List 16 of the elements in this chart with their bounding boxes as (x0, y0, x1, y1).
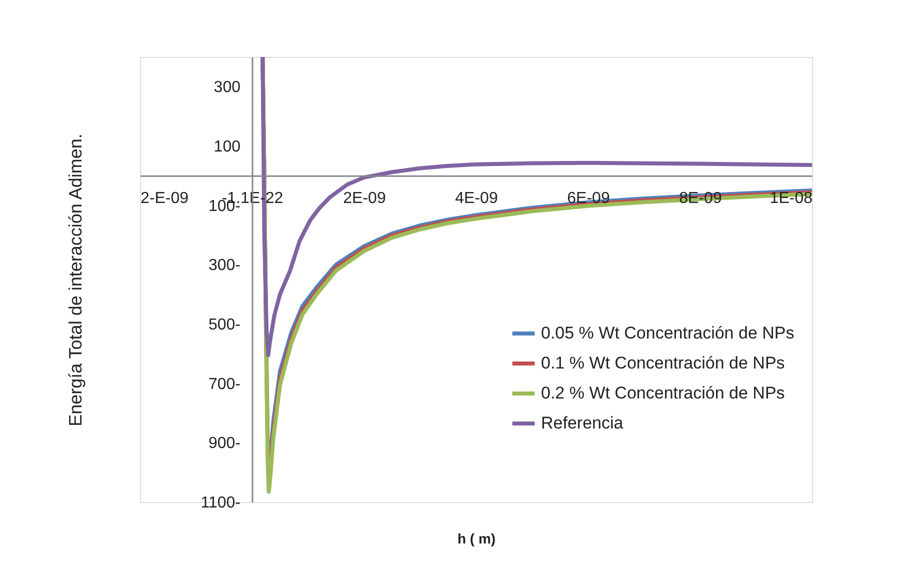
y-tick-label: 1100- (200, 494, 240, 512)
legend-label: Referencia (541, 414, 624, 432)
y-tick-label: 100 (214, 138, 241, 156)
legend-label: 0.2 % Wt Concentración de NPs (541, 384, 785, 402)
legend-label: 0.1 % Wt Concentración de NPs (541, 354, 785, 372)
y-axis-title: Energía Total de interacción Adimen. (66, 134, 86, 426)
x-axis-title: h ( m) (457, 530, 496, 546)
y-tick-label: 300- (208, 257, 240, 274)
x-tick-label: 2E-09 (343, 190, 386, 208)
x-tick-label: 4E-09 (455, 190, 498, 208)
y-tick-label: 500- (208, 316, 240, 334)
x-tick-label: 2-E-09 (140, 190, 189, 208)
legend-label: 0.05 % Wt Concentración de NPs (541, 324, 794, 342)
y-tick-label: 700- (208, 376, 240, 393)
y-tick-label: 300 (214, 79, 241, 96)
y-tick-label: 900- (208, 435, 240, 452)
